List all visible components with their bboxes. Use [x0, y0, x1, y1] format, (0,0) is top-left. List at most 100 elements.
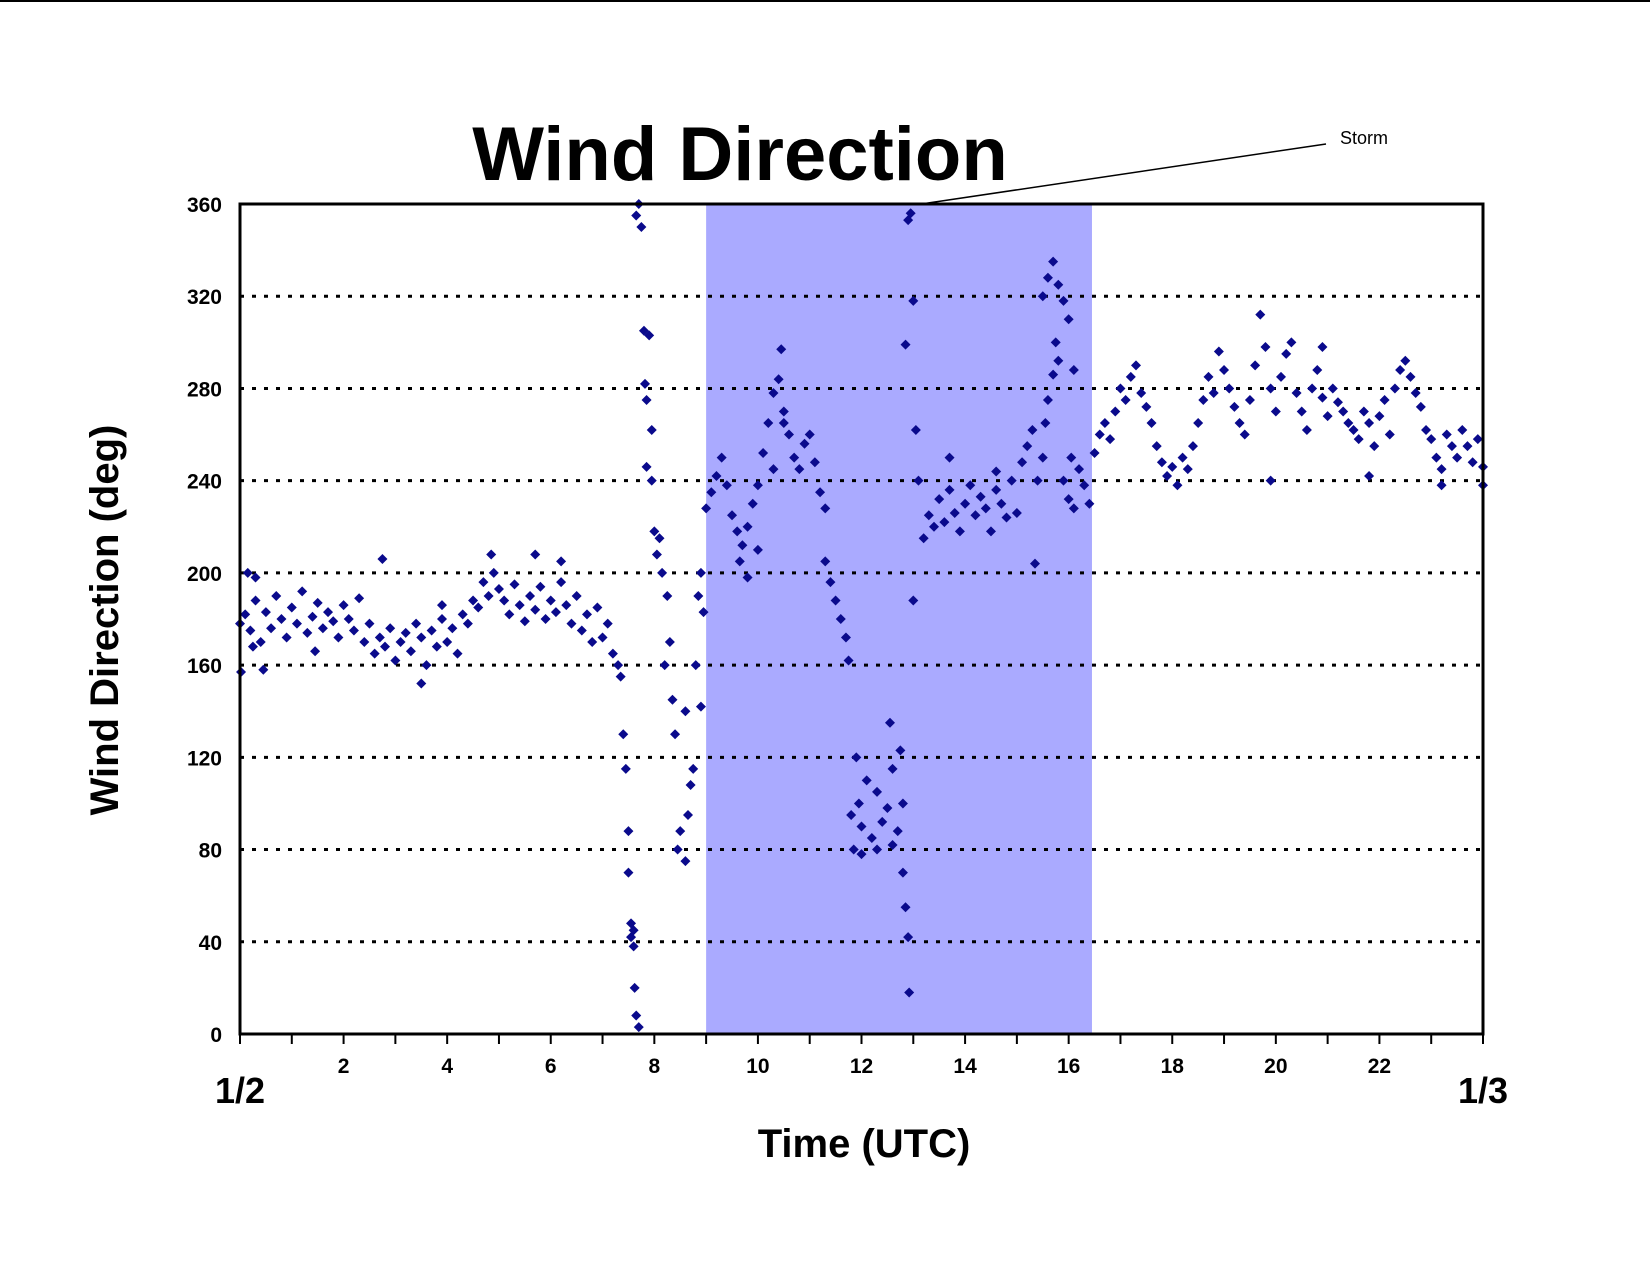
data-point-215 — [1027, 424, 1038, 435]
data-point-192 — [913, 475, 924, 486]
data-point-129 — [701, 503, 712, 514]
data-point-42 — [452, 648, 463, 659]
x-tick-label-16: 16 — [1057, 1055, 1080, 1078]
data-point-173 — [877, 816, 888, 827]
data-point-265 — [1219, 365, 1230, 375]
data-point-4 — [255, 637, 266, 648]
data-point-219 — [1040, 418, 1051, 429]
data-point-163 — [840, 632, 851, 643]
data-point-115 — [667, 694, 678, 705]
data-point-286 — [1327, 383, 1338, 394]
data-point-54 — [514, 600, 525, 611]
data-point-130 — [706, 487, 717, 498]
data-point-152 — [815, 487, 826, 498]
data-point-164 — [843, 655, 854, 666]
data-point-253 — [1156, 457, 1167, 468]
y-tick-label-0: 0 — [210, 1024, 222, 1047]
data-point-266 — [1224, 383, 1235, 394]
data-point-224 — [1037, 291, 1048, 302]
data-point-146 — [783, 429, 794, 440]
data-point-298 — [1389, 383, 1400, 394]
data-point-217 — [1032, 475, 1043, 486]
data-point-51 — [499, 595, 510, 606]
data-point-194 — [918, 533, 929, 544]
data-point-61 — [550, 607, 561, 618]
y-tick-label-240: 240 — [187, 471, 222, 494]
data-point-225 — [1042, 272, 1053, 283]
data-point-234 — [1063, 494, 1074, 505]
annotation-layer: Storm — [921, 128, 1388, 205]
data-point-226 — [1048, 256, 1059, 267]
data-point-174 — [882, 803, 893, 814]
data-point-78 — [258, 664, 269, 675]
data-point-111 — [657, 567, 668, 578]
data-point-179 — [897, 867, 908, 878]
data-point-24 — [359, 637, 370, 648]
data-point-302 — [1410, 388, 1421, 399]
data-point-318 — [1436, 480, 1447, 491]
data-point-290 — [1348, 424, 1359, 435]
data-point-43 — [457, 609, 468, 620]
y-tick-label-40: 40 — [199, 932, 222, 955]
data-point-177 — [892, 826, 903, 837]
data-point-202 — [960, 498, 971, 509]
data-point-178 — [895, 745, 906, 756]
data-point-104 — [644, 330, 655, 341]
data-point-237 — [1079, 480, 1090, 491]
data-point-93 — [629, 982, 640, 993]
y-tick-label-120: 120 — [187, 747, 222, 770]
data-point-25 — [364, 618, 375, 629]
data-point-12 — [297, 586, 308, 597]
data-point-185 — [887, 839, 898, 850]
data-point-86 — [436, 600, 447, 611]
data-point-56 — [525, 590, 536, 601]
data-point-90 — [623, 867, 634, 878]
data-point-309 — [1446, 441, 1457, 452]
y-axis-title: Wind Direction (deg) — [83, 425, 127, 816]
data-point-30 — [390, 655, 401, 666]
data-point-283 — [1312, 365, 1323, 375]
data-point-89 — [623, 826, 634, 837]
data-point-2 — [245, 625, 256, 636]
data-point-176 — [887, 763, 898, 774]
data-point-209 — [996, 498, 1007, 509]
data-point-15 — [312, 597, 323, 608]
data-point-203 — [965, 480, 976, 491]
data-point-147 — [789, 452, 800, 463]
data-point-272 — [1255, 309, 1266, 320]
data-point-40 — [442, 637, 453, 648]
data-point-83 — [530, 549, 541, 560]
x-ticks-layer: 2 4 6 8 10 12 14 16 18 20 22 1/2 1/3 — [215, 1034, 1508, 1111]
x-tick-label-20: 20 — [1264, 1055, 1287, 1078]
data-point-142 — [768, 388, 779, 399]
data-point-137 — [742, 521, 753, 532]
data-point-49 — [488, 567, 499, 578]
data-point-251 — [1146, 418, 1157, 429]
data-point-264 — [1213, 346, 1224, 357]
data-point-121 — [685, 780, 696, 790]
data-point-257 — [1177, 452, 1188, 463]
data-point-97 — [628, 925, 639, 936]
data-point-154 — [734, 556, 745, 567]
data-point-67 — [582, 609, 593, 620]
data-point-38 — [431, 641, 442, 652]
data-point-213 — [1017, 457, 1028, 468]
y-tick-label-360: 360 — [187, 194, 222, 217]
data-point-168 — [853, 798, 864, 809]
data-point-218 — [1037, 452, 1048, 463]
data-point-175 — [884, 717, 895, 728]
data-point-22 — [348, 625, 359, 636]
data-point-256 — [1172, 480, 1183, 491]
y-tick-label-280: 280 — [187, 378, 222, 401]
data-point-291 — [1353, 434, 1364, 445]
data-point-280 — [1296, 406, 1307, 417]
data-point-120 — [682, 809, 693, 820]
data-point-36 — [421, 660, 432, 671]
data-point-3 — [250, 595, 261, 606]
data-point-229 — [1063, 314, 1074, 325]
data-point-126 — [698, 607, 709, 618]
data-point-9 — [281, 632, 292, 643]
data-point-112 — [659, 660, 670, 671]
data-point-5 — [260, 607, 271, 618]
data-point-71 — [602, 618, 613, 629]
